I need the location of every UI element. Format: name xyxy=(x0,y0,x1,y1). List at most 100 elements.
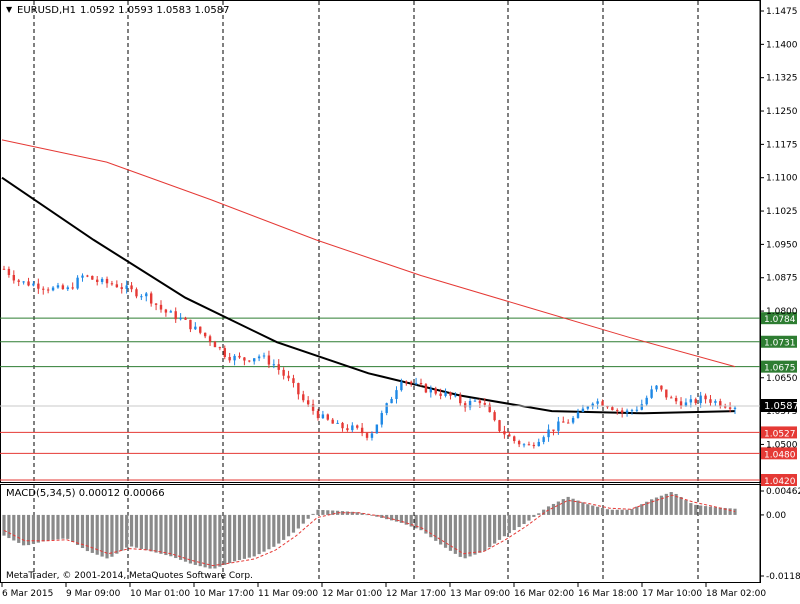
candle-body xyxy=(719,401,722,407)
macd-bar xyxy=(365,514,369,516)
candle-body xyxy=(253,358,256,362)
candle-body xyxy=(238,355,241,358)
macd-indicator-label: MACD(5,34,5) 0.00012 0.00066 xyxy=(6,488,165,499)
candle-body xyxy=(7,268,11,276)
candle-body xyxy=(670,397,673,399)
macd-bar xyxy=(179,514,183,560)
candle-body xyxy=(473,400,477,402)
candle-body xyxy=(380,413,383,425)
candle-body xyxy=(527,444,531,446)
price-tick-label: 1.1175 xyxy=(766,140,798,150)
current-price-badge xyxy=(761,399,797,412)
macd-bar xyxy=(198,514,202,567)
macd-bar xyxy=(100,514,104,557)
candle-body xyxy=(679,401,683,407)
level-label: 1.0731 xyxy=(764,339,796,349)
candle-body xyxy=(321,414,325,419)
candle-body xyxy=(115,284,119,288)
current-price-label: 1.0587 xyxy=(764,401,799,412)
ohlc-header: 1.0592 1.0593 1.0583 1.0587 xyxy=(80,5,230,16)
candle-body xyxy=(493,412,496,421)
time-label: 10 Mar 01:00 xyxy=(130,589,190,599)
price-axis: 1.1475 1.1400 1.1325 1.1250 1.1175 1.1100 1.10… xyxy=(760,7,798,450)
price-tick-label: 1.1100 xyxy=(766,174,798,184)
macd-bar xyxy=(149,514,153,552)
candle-body xyxy=(169,311,173,313)
macd-bar xyxy=(600,507,605,515)
price-tick-label: 1.1400 xyxy=(766,40,798,50)
candle-body xyxy=(257,356,261,359)
candle-body xyxy=(694,399,697,404)
macd-axis: 0.00462 0.00 -0.0118 xyxy=(760,487,800,582)
macd-bar xyxy=(144,514,148,551)
candle-body xyxy=(468,401,472,408)
macd-bar xyxy=(355,512,359,515)
time-label: 12 Mar 01:00 xyxy=(322,589,382,599)
candle-body xyxy=(684,402,688,407)
candle-body xyxy=(498,420,501,432)
macd-bar xyxy=(203,514,207,568)
main-panel-frame xyxy=(0,0,761,483)
candle-body xyxy=(439,393,442,396)
candle-body xyxy=(42,288,45,290)
candle-body xyxy=(463,403,467,408)
candle-body xyxy=(733,407,737,409)
candle-body xyxy=(282,369,285,376)
macd-bar xyxy=(399,514,403,523)
time-label: 13 Mar 09:00 xyxy=(450,589,510,599)
macd-bar xyxy=(331,510,335,515)
candle-body xyxy=(189,319,192,330)
macd-bar xyxy=(71,514,75,542)
macd-bar xyxy=(718,507,722,515)
candle-body xyxy=(76,277,79,289)
time-label: 17 Mar 10:00 xyxy=(642,589,702,599)
macd-bar xyxy=(635,506,639,515)
macd-bar xyxy=(46,514,50,541)
candle-body xyxy=(483,403,486,405)
candle-body xyxy=(591,403,594,407)
price-tick-label: 1.0500 xyxy=(766,440,798,450)
candle-body xyxy=(356,425,359,428)
macd-bar xyxy=(424,514,428,534)
candle-body xyxy=(86,275,89,277)
candle-body xyxy=(674,398,678,402)
time-label: 16 Mar 02:00 xyxy=(514,589,574,599)
macd-bar xyxy=(12,514,16,541)
candle-body xyxy=(341,422,344,429)
candle-body xyxy=(32,283,35,286)
macd-bar xyxy=(532,514,536,517)
header-dropdown-icon[interactable]: ▼ xyxy=(6,5,13,14)
candle-body xyxy=(233,355,236,361)
macd-bar xyxy=(586,504,590,515)
macd-bar xyxy=(512,514,516,531)
macd-bar xyxy=(90,514,94,553)
time-axis: 6 Mar 2015 9 Mar 09:00 10 Mar 01:00 10 Mar … xyxy=(1,583,766,599)
macd-bar xyxy=(483,514,487,551)
candle-body xyxy=(208,336,212,342)
macd-bar xyxy=(115,514,119,554)
macd-bar xyxy=(17,514,21,543)
candle-body xyxy=(562,421,565,423)
macd-bar xyxy=(463,514,467,559)
macd-bar xyxy=(360,513,364,515)
macd-bar xyxy=(640,504,644,515)
candle-body xyxy=(311,404,315,411)
price-tick-label: 1.0875 xyxy=(766,274,798,284)
macd-bar xyxy=(664,493,668,515)
macd-bar xyxy=(522,514,526,524)
candle-body xyxy=(606,406,609,408)
macd-bar xyxy=(537,513,541,515)
candle-body xyxy=(51,287,55,291)
ma-slow-line xyxy=(1,139,736,368)
level-badge xyxy=(761,312,797,325)
macd-bar xyxy=(247,514,251,558)
macd-bar xyxy=(419,514,423,531)
candle-body xyxy=(410,381,413,384)
macd-tick-label: -0.0118 xyxy=(766,572,800,582)
candle-body xyxy=(552,429,555,431)
price-tick-label: 1.0950 xyxy=(766,240,798,250)
time-label: 10 Mar 17:00 xyxy=(194,589,254,599)
candle-body xyxy=(547,429,550,438)
candle-body xyxy=(390,398,393,404)
